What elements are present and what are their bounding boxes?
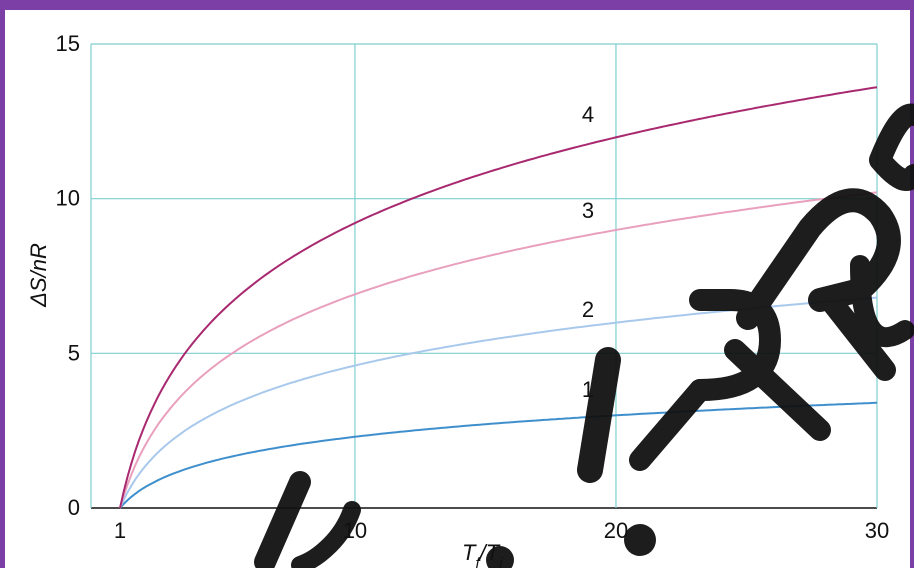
y-tick-label: 10 [56,186,80,211]
curves [119,86,878,509]
y-tick-label: 5 [68,340,80,365]
y-axis-label: ΔS/nR [26,243,51,308]
y-tick-label: 15 [56,31,80,56]
series-3-curve [119,191,878,509]
x-axis-label-slash: / [478,540,488,565]
watermark [254,103,914,568]
series-2-label: 2 [582,297,594,322]
x-tick-label: 1 [114,518,126,543]
grid-lines [90,43,878,509]
series-4-label: 4 [582,102,594,127]
y-tick-label: 0 [68,495,80,520]
series-1-curve [119,401,878,509]
series-3-label: 3 [582,198,594,223]
series-4-curve [119,86,878,509]
x-axis-label-main: T [462,540,477,565]
x-tick-label: 30 [865,518,889,543]
x-axis-label-sub-f: f [475,555,481,568]
